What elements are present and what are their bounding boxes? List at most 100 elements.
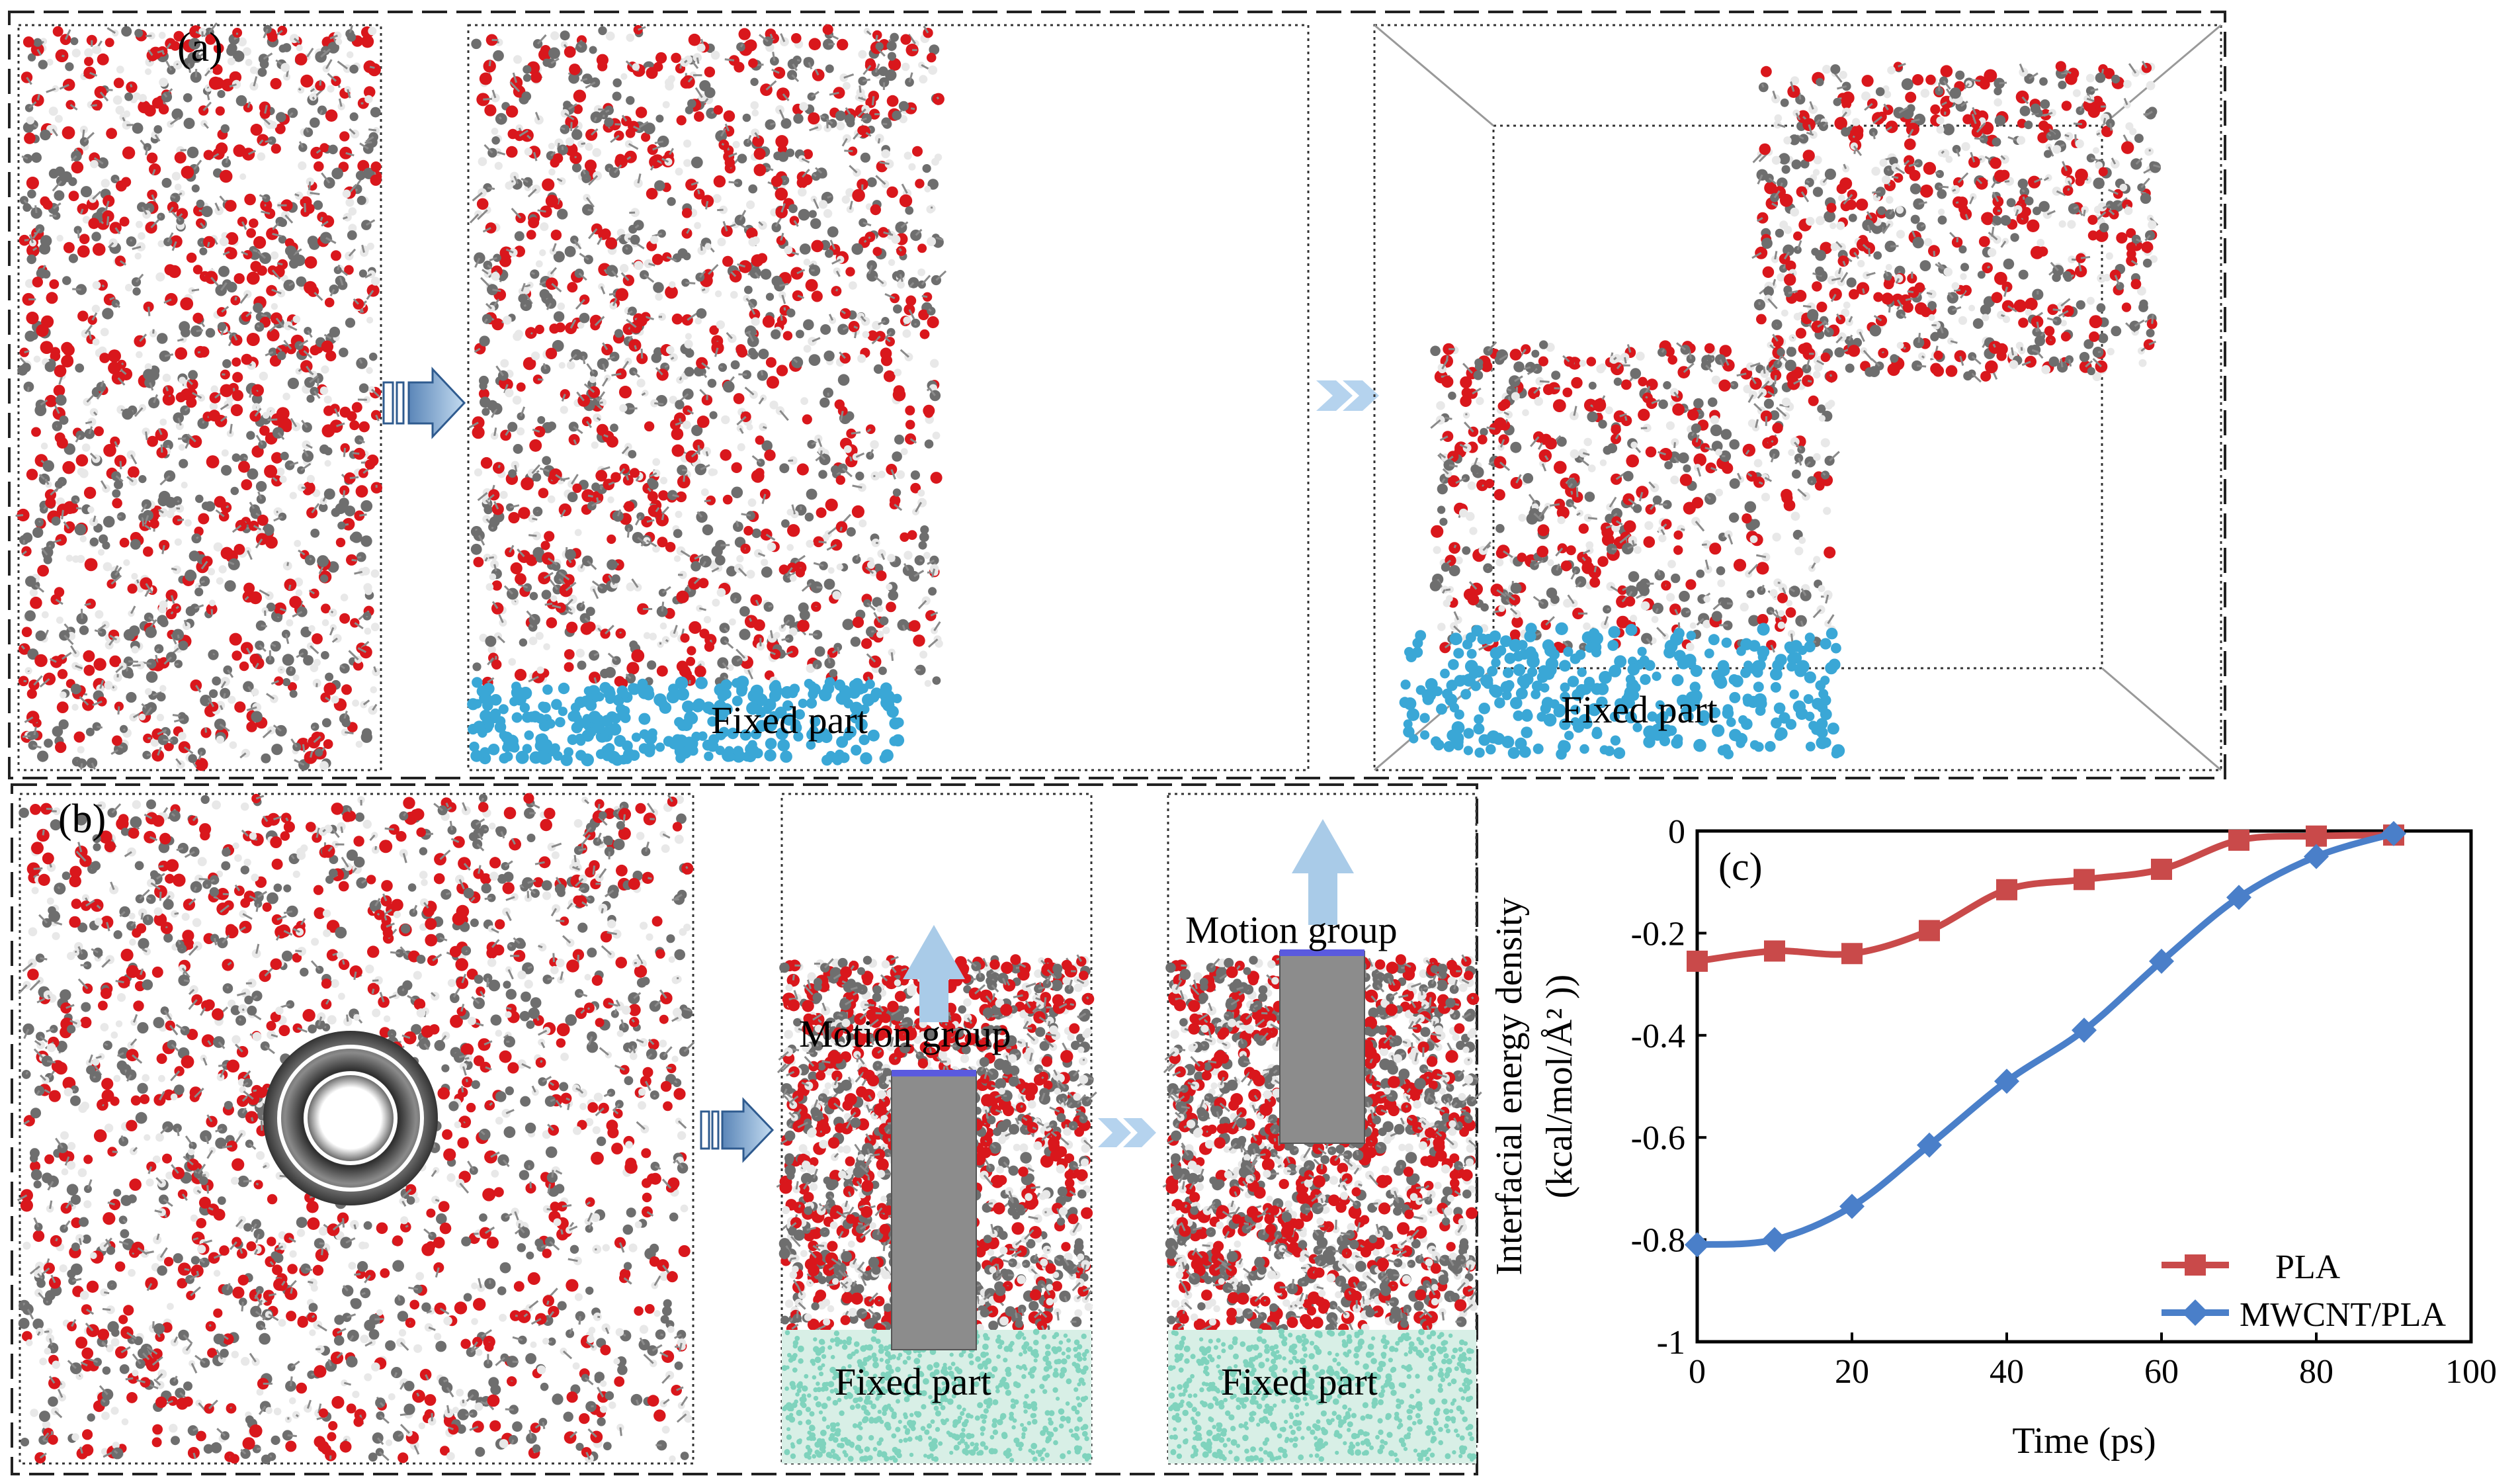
- atom: [349, 112, 358, 121]
- atom: [2146, 81, 2156, 91]
- atom: [553, 311, 565, 322]
- atom: [224, 580, 236, 592]
- atom: [1923, 161, 1937, 175]
- atom: [370, 174, 382, 186]
- atom: [228, 695, 236, 704]
- atom: [515, 750, 529, 764]
- bond: [306, 48, 314, 58]
- atom: [644, 746, 655, 758]
- atom: [109, 222, 122, 234]
- atom: [1937, 189, 1947, 199]
- bond: [141, 517, 145, 527]
- atom: [776, 365, 788, 376]
- atom: [860, 752, 872, 765]
- atom: [657, 641, 664, 648]
- atom: [745, 39, 757, 52]
- atom: [151, 97, 163, 109]
- atom: [1954, 350, 1966, 363]
- atom: [315, 748, 323, 757]
- atom: [159, 685, 167, 692]
- atom: [694, 317, 702, 325]
- atom: [337, 521, 346, 530]
- atom: [717, 238, 726, 247]
- atom: [201, 502, 210, 511]
- bond: [2011, 347, 2015, 356]
- atom: [1978, 236, 1990, 247]
- atom: [738, 28, 751, 40]
- atom: [744, 285, 753, 294]
- atom: [505, 388, 514, 398]
- atom: [713, 175, 726, 188]
- bond: [177, 518, 185, 521]
- atom: [131, 572, 138, 580]
- atom: [246, 333, 260, 346]
- atom: [932, 431, 941, 440]
- atom: [659, 622, 667, 630]
- atom: [2038, 246, 2048, 257]
- atom: [797, 619, 810, 633]
- bond: [788, 459, 794, 462]
- atom: [2146, 147, 2154, 155]
- atom: [683, 139, 692, 148]
- atom: [324, 297, 335, 308]
- bond: [599, 401, 603, 404]
- atom: [282, 677, 291, 687]
- atom: [758, 349, 769, 359]
- atom: [506, 739, 519, 752]
- atom: [325, 350, 337, 362]
- atom: [162, 373, 171, 382]
- atom: [186, 252, 197, 263]
- atom: [499, 490, 508, 500]
- atom: [2124, 206, 2133, 215]
- atom: [57, 669, 68, 679]
- bond: [321, 220, 329, 227]
- atom: [221, 78, 235, 92]
- atom: [251, 688, 259, 697]
- bond: [570, 122, 573, 132]
- atom: [818, 470, 827, 479]
- atom: [886, 584, 893, 591]
- atom: [631, 649, 645, 663]
- atom: [704, 642, 714, 652]
- atom: [2142, 258, 2152, 268]
- atom: [1843, 301, 1851, 309]
- atom: [161, 177, 172, 188]
- atom: [607, 534, 616, 545]
- atom: [112, 489, 121, 498]
- atom: [366, 316, 374, 324]
- atom: [341, 684, 352, 695]
- bond: [165, 386, 169, 392]
- atom: [928, 65, 938, 75]
- atom: [159, 77, 169, 87]
- bond: [661, 601, 665, 612]
- atom: [324, 460, 331, 467]
- atom: [732, 141, 740, 149]
- atom: [278, 235, 287, 244]
- atom: [704, 66, 716, 78]
- bond: [114, 565, 119, 572]
- atom: [217, 322, 227, 331]
- atom: [221, 464, 232, 476]
- bond: [175, 663, 179, 666]
- bond: [366, 290, 374, 300]
- atom: [910, 470, 920, 480]
- atom: [1994, 98, 2002, 107]
- atom: [487, 400, 498, 411]
- bond: [245, 311, 253, 318]
- atom: [807, 681, 817, 691]
- bond: [21, 645, 26, 650]
- atom: [341, 718, 351, 728]
- atom: [1968, 304, 1976, 312]
- bond: [233, 333, 238, 341]
- bond: [2020, 347, 2023, 351]
- bond: [844, 150, 853, 152]
- atom: [1839, 71, 1847, 79]
- bond: [837, 646, 841, 654]
- atom: [75, 454, 89, 467]
- atom: [873, 364, 884, 374]
- panel-a-label: (a): [177, 25, 223, 70]
- atom: [468, 724, 479, 735]
- bond: [919, 559, 923, 562]
- atom: [2002, 316, 2011, 324]
- atom: [158, 32, 166, 39]
